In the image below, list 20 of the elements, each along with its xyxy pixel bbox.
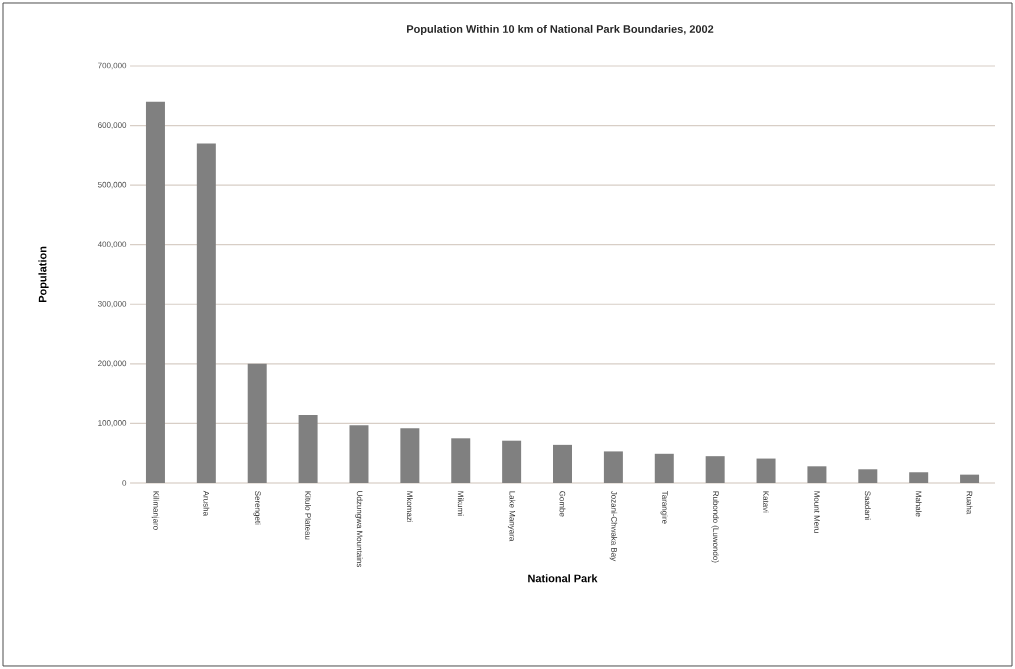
bar <box>247 363 267 483</box>
bar <box>909 472 929 483</box>
y-axis-title: Population <box>38 246 49 303</box>
bar <box>603 451 623 483</box>
bar <box>298 415 318 483</box>
chart-title: Population Within 10 km of National Park Boundaries, 2002 <box>407 24 714 36</box>
bar <box>145 101 165 483</box>
bar <box>807 466 827 483</box>
bar <box>196 143 216 483</box>
bar <box>451 438 471 483</box>
bar <box>502 440 522 483</box>
bar <box>858 469 878 483</box>
x-axis-title: National Park <box>528 574 598 583</box>
bar <box>960 474 980 483</box>
bar <box>654 453 674 483</box>
bar <box>756 458 776 483</box>
bar <box>553 444 573 483</box>
bar <box>705 456 725 483</box>
bar <box>400 428 420 483</box>
bar <box>349 425 369 483</box>
